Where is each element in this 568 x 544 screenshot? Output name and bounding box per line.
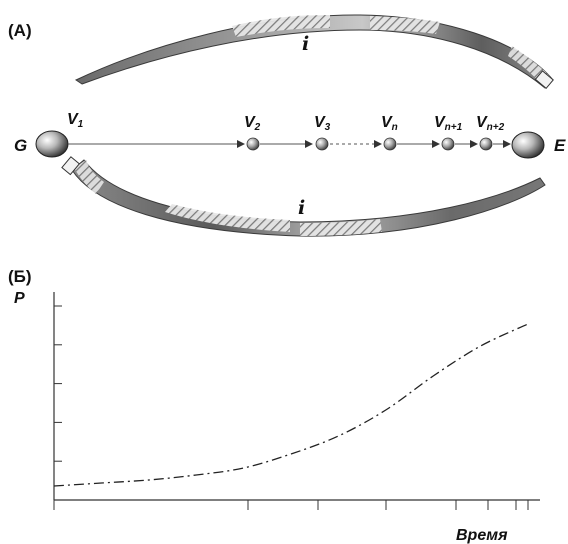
end-sphere <box>511 131 545 159</box>
start-sphere <box>35 130 69 158</box>
node-vn1 <box>441 137 455 151</box>
x-axis-label: Время <box>456 527 508 544</box>
node-v3 <box>315 137 329 151</box>
series-line <box>53 323 529 487</box>
node-v2 <box>246 137 260 151</box>
node-vn2 <box>479 137 493 151</box>
line-chart <box>53 292 540 510</box>
node-label-vn: Vn <box>381 114 398 133</box>
top-arc-label: i <box>302 33 309 55</box>
bottom-arc-label: i <box>298 197 305 219</box>
start-label-g: G <box>14 136 27 155</box>
top-arc-band <box>74 14 554 90</box>
node-vn <box>383 137 397 151</box>
panel-b-label: (Б) <box>8 267 32 286</box>
bottom-arc-band <box>61 156 546 237</box>
node-label-v1: V1 <box>67 111 84 130</box>
panel-a-label: (A) <box>8 21 32 40</box>
y-axis-label: P <box>14 290 25 307</box>
x-ticks <box>53 500 529 510</box>
node-label-vn1: Vn+1 <box>434 114 463 133</box>
node-label-v2: V2 <box>244 114 261 133</box>
node-label-v3: V3 <box>314 114 331 133</box>
y-ticks <box>54 305 62 501</box>
node-label-vn2: Vn+2 <box>476 114 505 133</box>
end-label-e: E <box>554 136 566 155</box>
